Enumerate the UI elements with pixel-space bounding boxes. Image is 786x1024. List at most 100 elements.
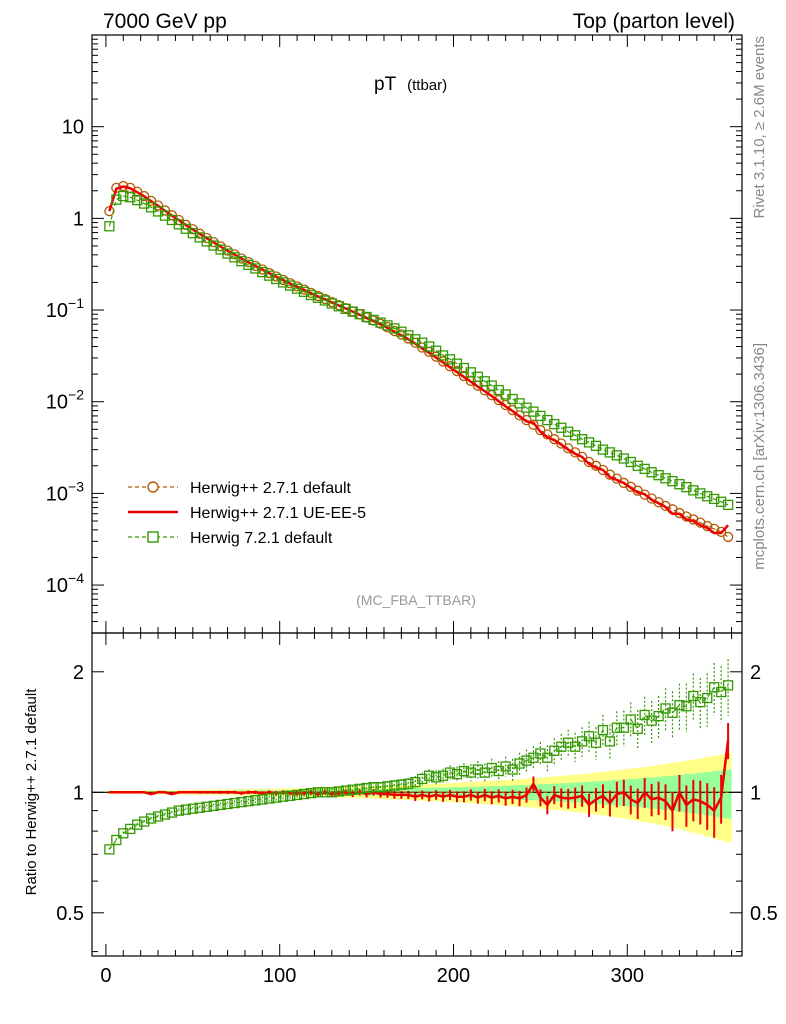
chart-title: pT (ttbar) <box>374 74 447 95</box>
ratio-data-point <box>681 701 692 712</box>
y-tick-label-exponent: −1 <box>68 295 84 311</box>
legend-marker <box>147 481 159 493</box>
data-point <box>528 419 539 430</box>
data-point <box>354 309 365 320</box>
data-point <box>563 426 574 437</box>
ratio-data-point <box>243 796 254 807</box>
data-point <box>222 248 233 259</box>
y-tick-label: 10−4 <box>46 570 84 597</box>
data-point <box>722 499 734 510</box>
x-tick-label: 300 <box>611 965 644 987</box>
ratio-data-point <box>326 787 337 798</box>
data-point <box>667 475 678 487</box>
ratio-data-point <box>180 804 192 815</box>
data-point <box>264 270 275 281</box>
data-point <box>340 303 351 315</box>
data-point <box>424 346 435 357</box>
data-point <box>410 334 421 345</box>
ratio-data-point <box>424 770 435 781</box>
ratio-data-point <box>201 801 212 812</box>
data-point <box>291 283 303 294</box>
ratio-data-point <box>194 802 205 813</box>
data-point <box>590 440 602 452</box>
data-point <box>104 221 115 232</box>
ratio-y-tick-label: 1 <box>73 782 84 804</box>
data-point <box>660 473 671 484</box>
ratio-data-point <box>472 764 483 775</box>
rivet-version-label: Rivet 3.1.10, ≥ 2.6M events <box>751 36 768 219</box>
data-point <box>576 451 588 463</box>
ratio-data-point <box>257 794 268 805</box>
ratio-data-point <box>145 813 157 824</box>
ratio-data-point <box>291 789 303 801</box>
ratio-data-point <box>618 722 629 733</box>
ratio-data-point <box>570 741 581 752</box>
ratio-data-point <box>187 803 198 814</box>
y-tick-label: 10 <box>62 117 84 139</box>
data-point <box>597 444 609 455</box>
header-left-label: 7000 GeV pp <box>103 10 227 33</box>
ratio-data-point <box>250 795 261 806</box>
ratio-data-point <box>264 793 275 804</box>
ratio-data-point <box>583 731 595 742</box>
legend-marker <box>147 531 159 543</box>
ratio-data-point <box>597 724 609 736</box>
ratio-data-point <box>444 767 456 778</box>
y-tick-label: 10−1 <box>46 295 84 322</box>
data-point <box>375 317 386 328</box>
data-point <box>389 323 400 334</box>
ratio-data-point <box>361 782 372 794</box>
data-point <box>145 195 157 207</box>
mcplots-credit-label: mcplots.cern.ch [arXiv:1306.3436] <box>751 343 768 570</box>
ratio-series-line <box>108 684 729 850</box>
ratio-data-point <box>375 782 386 793</box>
data-point <box>500 399 511 411</box>
ratio-data-point <box>298 788 310 800</box>
ratio-data-point <box>208 800 219 812</box>
ratio-data-point <box>166 807 178 818</box>
y-tick-label-base: 10 <box>46 392 68 414</box>
ratio-data-point <box>500 761 511 772</box>
data-point <box>722 531 734 543</box>
data-point <box>639 463 650 475</box>
ratio-data-point <box>486 762 497 774</box>
data-point <box>604 447 616 458</box>
data-point <box>632 460 643 471</box>
ratio-data-point <box>152 811 164 822</box>
ratio-data-point <box>368 782 379 793</box>
ratio-band-inner <box>105 769 732 819</box>
data-point <box>125 192 136 203</box>
ratio-data-point <box>458 765 470 777</box>
ratio-data-point <box>514 758 525 769</box>
ratio-data-point <box>215 799 226 811</box>
data-point <box>611 450 623 461</box>
ratio-data-point <box>702 692 713 704</box>
data-point <box>250 263 261 274</box>
legend-label: Herwig++ 2.7.1 default <box>190 480 352 497</box>
ratio-data-point <box>632 723 643 735</box>
ratio-data-point <box>611 722 623 733</box>
data-point <box>458 370 470 382</box>
ratio-data-point <box>604 736 616 747</box>
data-point <box>326 298 337 309</box>
ratio-data-point <box>138 816 150 827</box>
y-tick-label: 1 <box>73 208 84 230</box>
data-point <box>118 180 129 192</box>
data-point <box>257 266 268 278</box>
ratio-data-point <box>430 772 442 783</box>
ratio-data-point <box>417 773 428 785</box>
data-point <box>361 311 372 323</box>
data-point <box>243 259 254 271</box>
ratio-data-point <box>722 680 734 691</box>
ratio-data-point <box>354 783 365 795</box>
ratio-data-point <box>347 784 358 795</box>
data-point <box>507 404 518 416</box>
data-point <box>493 394 504 406</box>
ratio-data-point <box>236 796 247 808</box>
data-point <box>305 289 317 301</box>
ratio-data-point <box>465 767 477 778</box>
ratio-data-point <box>653 710 664 722</box>
data-point <box>382 320 393 331</box>
data-point <box>437 356 449 367</box>
